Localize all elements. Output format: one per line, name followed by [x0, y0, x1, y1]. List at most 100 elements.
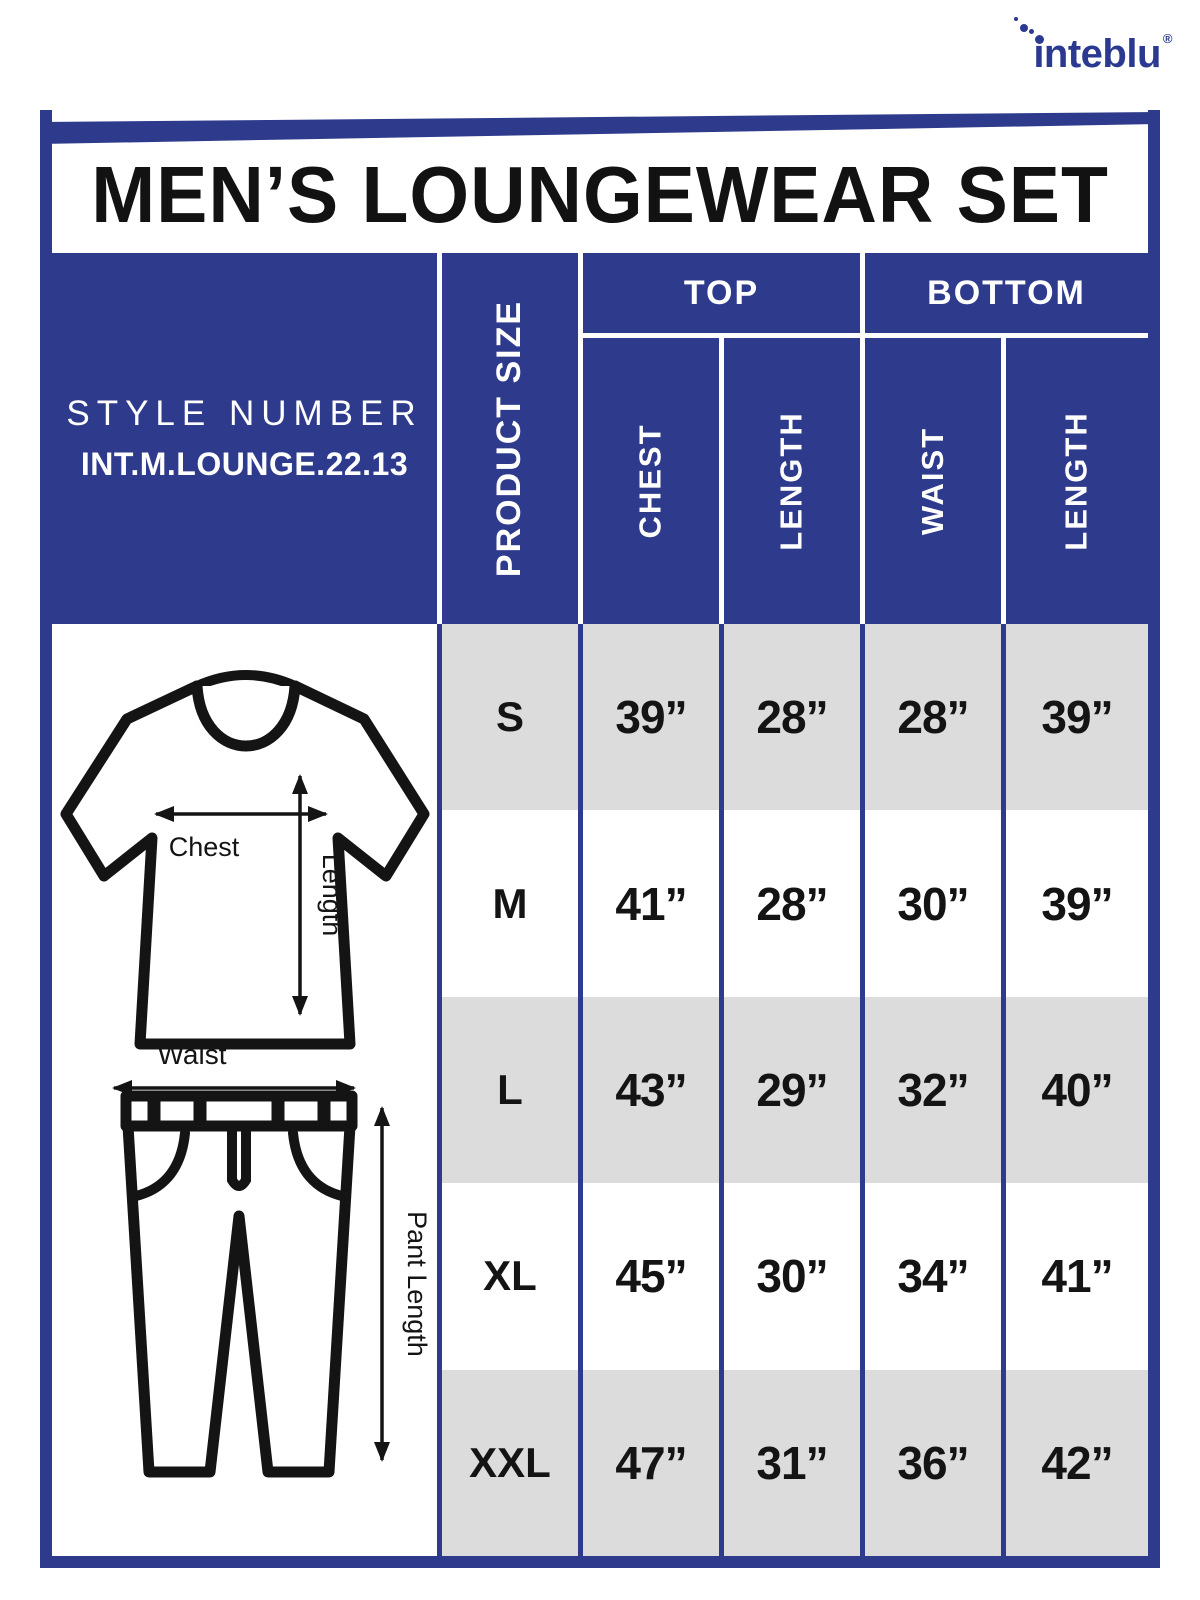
bottom-length-value: 39”	[1006, 624, 1148, 811]
brand-logo: ınteblu ®	[1014, 17, 1173, 76]
tshirt-collar	[191, 680, 301, 752]
column-divider	[578, 1183, 583, 1370]
header-group-bottom: BOTTOM	[927, 273, 1086, 312]
logo-accent-dot-tiny	[1014, 17, 1019, 21]
table-row-l: L 43” 29” 32” 40”	[442, 996, 1148, 1184]
column-divider	[1001, 1369, 1006, 1557]
column-header-top-length: LENGTH	[724, 338, 860, 624]
table-row-s: S 39” 28” 28” 39”	[442, 624, 1148, 811]
column-divider	[860, 810, 865, 997]
group-header-row: TOP BOTTOM	[583, 253, 1148, 333]
top-length-label: LENGTH	[774, 411, 809, 551]
bottom-length-label: LENGTH	[1059, 411, 1094, 551]
size-chart-body: MEN’S LOUNGEWEAR SET STYLE NUMBER INT.M.…	[40, 110, 1160, 1568]
header-divider	[860, 338, 865, 624]
top-length-value: 29”	[724, 996, 860, 1184]
tshirt-outline	[60, 680, 430, 1050]
top-chest-value: 41”	[583, 810, 719, 997]
top-chest-value: 45”	[583, 1183, 719, 1370]
size-label: S	[442, 624, 578, 811]
chest-label: Chest	[169, 832, 240, 862]
right-pocket	[288, 1128, 347, 1201]
header-divider	[578, 253, 583, 624]
column-divider	[719, 810, 724, 997]
pants-legs	[122, 1120, 356, 1478]
column-divider	[719, 1369, 724, 1557]
top-chest-label: CHEST	[632, 423, 668, 539]
header-divider	[719, 338, 724, 624]
measure-header-area: TOP BOTTOM CHEST LENGTH WAIST	[583, 253, 1148, 624]
column-divider	[578, 810, 583, 997]
column-header-bottom-waist: WAIST	[865, 338, 1001, 624]
top-chest-value: 43”	[583, 996, 719, 1184]
bottom-waist-label: WAIST	[914, 426, 950, 536]
column-header-top-chest: CHEST	[583, 338, 719, 624]
column-divider	[860, 1369, 865, 1557]
bottom-length-value: 41”	[1006, 1183, 1148, 1370]
product-size-header-cell: PRODUCT SIZE	[442, 253, 578, 624]
left-pocket	[131, 1128, 190, 1201]
product-size-label: PRODUCT SIZE	[490, 299, 529, 578]
table-row-xxl: XXL 47” 31” 36” 42”	[442, 1369, 1148, 1557]
column-header-bottom-length: LENGTH	[1006, 338, 1148, 624]
table-row-m: M 41” 28” 30” 39”	[442, 810, 1148, 997]
waist-label: Waist	[158, 1039, 227, 1070]
logo-wordmark: ınteblu	[1033, 32, 1161, 76]
column-divider	[719, 996, 724, 1184]
bottom-waist-value: 32”	[865, 996, 1001, 1184]
column-label-row: CHEST LENGTH WAIST LENGTH	[583, 338, 1148, 624]
table-body: Chest Length Waist	[52, 624, 1148, 1557]
column-divider	[719, 624, 724, 811]
column-divider	[860, 996, 865, 1184]
size-label: L	[442, 996, 578, 1184]
size-label: M	[442, 810, 578, 997]
pants-waistband	[120, 1090, 358, 1132]
style-number-cell: STYLE NUMBER INT.M.LOUNGE.22.13	[52, 253, 437, 624]
logo-accent-dot-small	[1029, 29, 1035, 34]
size-label: XL	[442, 1183, 578, 1370]
logo-accent-dot-cyan	[1020, 24, 1029, 32]
column-divider	[1001, 996, 1006, 1184]
size-rows: S 39” 28” 28” 39” M 41” 28”	[437, 624, 1148, 1557]
pants-fly	[227, 1125, 251, 1191]
top-length-value: 28”	[724, 810, 860, 997]
bottom-length-value: 42”	[1006, 1369, 1148, 1557]
column-divider	[860, 624, 865, 811]
header-group-top: TOP	[683, 273, 760, 312]
header-divider	[1001, 338, 1006, 624]
top-chest-value: 47”	[583, 1369, 719, 1557]
column-divider	[578, 996, 583, 1184]
column-divider	[1001, 624, 1006, 811]
column-divider	[578, 624, 583, 811]
belt-loops	[147, 1094, 331, 1128]
top-length-value: 28”	[724, 624, 860, 811]
column-divider	[1001, 810, 1006, 997]
bottom-waist-value: 30”	[865, 810, 1001, 997]
table-row-xl: XL 45” 30” 34” 41”	[442, 1183, 1148, 1370]
bottom-length-value: 40”	[1006, 996, 1148, 1184]
top-length-value: 30”	[724, 1183, 860, 1370]
bottom-length-value: 39”	[1006, 810, 1148, 997]
column-divider	[578, 1369, 583, 1557]
style-number-label: STYLE NUMBER	[66, 394, 423, 433]
header-divider	[860, 253, 865, 333]
size-label: XXL	[442, 1369, 578, 1557]
top-length-value: 31”	[724, 1369, 860, 1557]
registered-trademark-symbol: ®	[1162, 31, 1173, 46]
table-header: STYLE NUMBER INT.M.LOUNGE.22.13 PRODUCT …	[52, 253, 1148, 624]
shirt-length-label: Length	[317, 854, 347, 937]
header-divider	[437, 253, 442, 624]
pant-length-label: Pant Length	[402, 1211, 432, 1357]
bottom-waist-value: 34”	[865, 1183, 1001, 1370]
column-divider	[1001, 1183, 1006, 1370]
header-divider	[583, 333, 1148, 338]
logo-i-dot	[1035, 35, 1045, 44]
bottom-waist-value: 28”	[865, 624, 1001, 811]
style-number-value: INT.M.LOUNGE.22.13	[80, 446, 409, 482]
measurement-diagram-column: Chest Length Waist	[52, 624, 437, 1556]
column-divider	[860, 1183, 865, 1370]
column-divider	[719, 1183, 724, 1370]
bottom-waist-value: 36”	[865, 1369, 1001, 1557]
size-chart-frame: MEN’S LOUNGEWEAR SET STYLE NUMBER INT.M.…	[40, 110, 1160, 1568]
tshirt-back-collar	[192, 670, 300, 691]
